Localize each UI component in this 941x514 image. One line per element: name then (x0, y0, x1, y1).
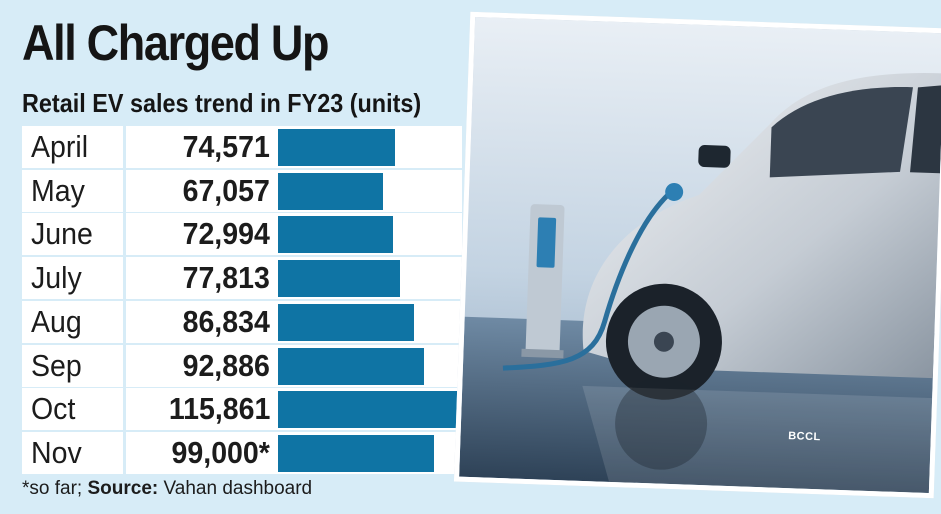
month-label: Nov (31, 434, 82, 470)
row-divider (123, 431, 126, 474)
chart-subtitle: Retail EV sales trend in FY23 (units) (22, 88, 422, 118)
bar-may (278, 172, 383, 210)
row-divider (123, 169, 126, 212)
month-label: May (31, 172, 85, 208)
table-row: Aug 86,834 (22, 300, 462, 343)
bar-july (278, 260, 400, 298)
value-label: 99,000* (171, 434, 270, 470)
ev-car-illustration (459, 16, 941, 494)
row-divider (123, 126, 126, 168)
bar-april (278, 129, 395, 166)
row-divider (123, 300, 126, 343)
ev-charging-photo: BCCL (453, 11, 941, 499)
table-row: July 77,813 (22, 257, 462, 300)
row-divider (123, 388, 126, 431)
value-label: 92,886 (182, 347, 270, 383)
table-row: May 67,057 (22, 169, 462, 212)
table-row: April 74,571 (22, 126, 462, 168)
month-label: June (31, 216, 93, 252)
bar-june (278, 216, 393, 254)
month-label: Sep (31, 347, 82, 383)
charging-cable (502, 191, 671, 371)
value-label: 77,813 (182, 260, 270, 296)
table-row: Sep 92,886 (22, 344, 462, 387)
value-label: 86,834 (182, 303, 270, 339)
month-label: July (31, 260, 82, 296)
bar-nov (278, 434, 434, 472)
source-label: Source: (87, 478, 159, 499)
footnote: *so far; Source: Vahan dashboard (22, 478, 312, 500)
value-label: 67,057 (182, 172, 270, 208)
sales-table: April 74,571 May 67,057 June 72,994 July 77,813… (22, 126, 462, 474)
bar-sep (278, 347, 424, 385)
value-label: 72,994 (182, 216, 270, 252)
month-label: Aug (31, 303, 82, 339)
table-row: Nov 99,000* (22, 431, 462, 474)
table-row: Oct 115,861 (22, 388, 462, 431)
row-divider (123, 213, 126, 256)
source-text: Vahan dashboard (158, 478, 313, 499)
bar-oct (278, 391, 460, 429)
value-label: 115,861 (168, 391, 270, 427)
value-label: 74,571 (182, 129, 270, 164)
bar-aug (278, 303, 414, 341)
table-row: June 72,994 (22, 213, 462, 256)
chart-title: All Charged Up (22, 15, 329, 71)
month-label: Oct (31, 391, 76, 427)
footnote-prefix: *so far; (22, 478, 88, 499)
month-label: April (31, 129, 89, 164)
row-divider (123, 344, 126, 387)
photo-credit: BCCL (787, 430, 821, 444)
row-divider (123, 257, 126, 300)
